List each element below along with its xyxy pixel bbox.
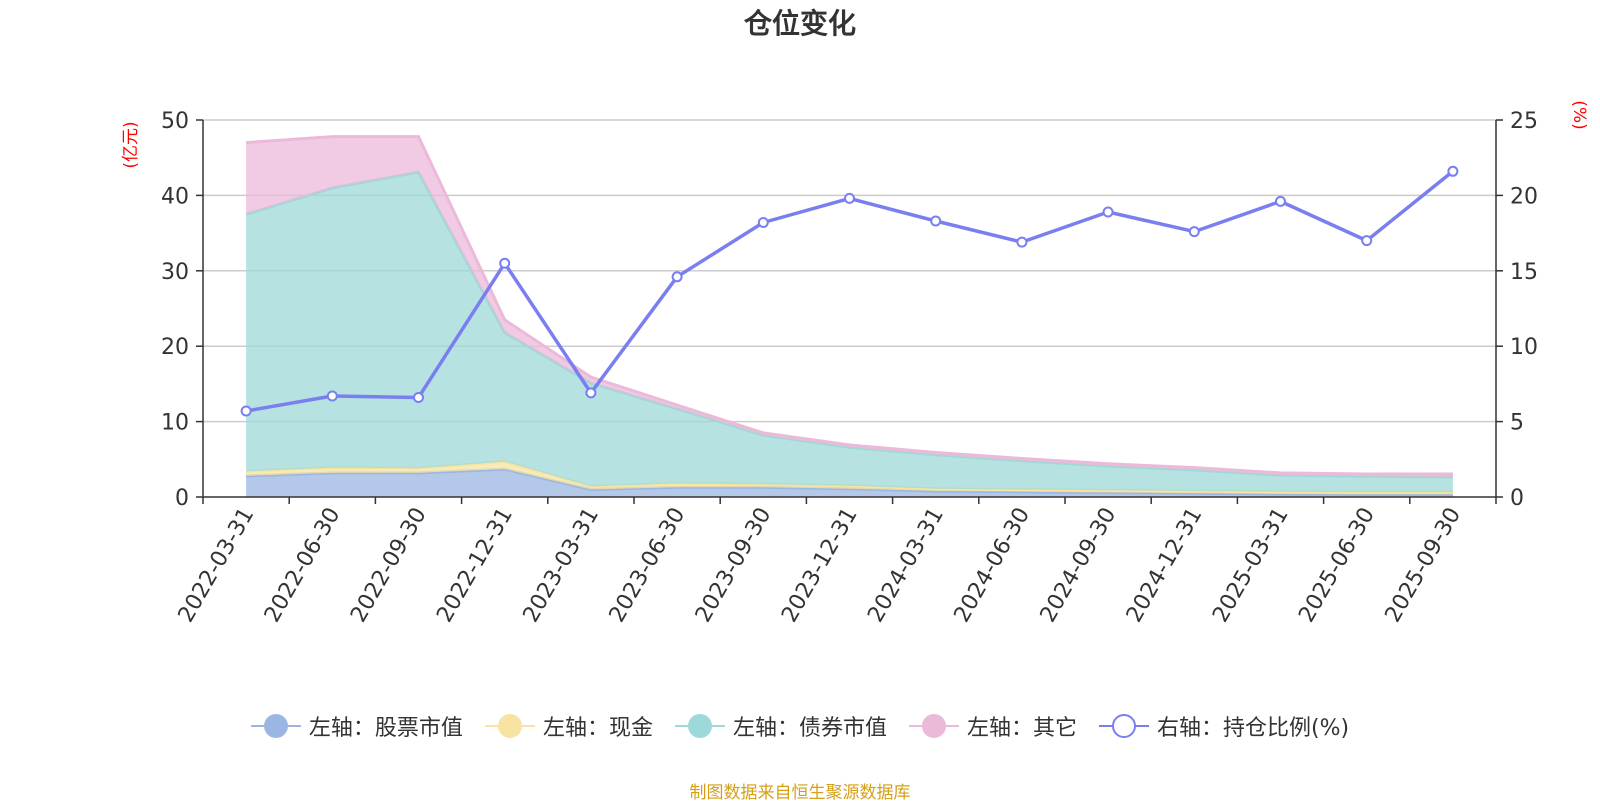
ratio-point [413,392,424,403]
x-tick-label: 2024-03-31 [863,503,949,626]
ratio-point [240,405,252,417]
left-tick-label: 20 [161,335,189,360]
area-bond-value [246,172,1453,493]
ratio-point [844,192,855,204]
data-source-note: 制图数据来自恒生聚源数据库 [689,783,911,803]
x-tick-label: 2023-09-30 [691,504,777,627]
legend-marker-ratio [1098,711,1149,741]
ratio-point [1275,195,1286,207]
right-tick-label: 15 [1510,260,1538,285]
legend-marker-cash [484,711,535,741]
legend-marker-stock [250,711,301,741]
legend-marker-other [908,711,959,741]
x-tick-label: 2023-03-31 [519,504,605,627]
stacked-areas [245,135,1453,497]
ratio-point [671,271,683,283]
ratio-point [326,390,338,402]
legend-label-other: 左轴：其它 [966,716,1077,741]
ratio-point [1361,235,1373,247]
legend: 左轴：股票市值 左轴：现金 左轴：债券市值 左轴：其它 右轴：持仓比例(%) [0,708,1600,744]
axes [202,120,1497,498]
x-tick-label: 2024-12-31 [1122,504,1208,627]
right-tick-label: 5 [1510,411,1524,436]
x-tick-label: 2024-06-30 [950,504,1036,627]
x-tick-label: 2025-09-30 [1381,504,1467,627]
legend-label-ratio: 右轴：持仓比例(%) [1156,716,1350,741]
ratio-point [757,217,769,228]
ratio-point [1102,206,1114,218]
ratio-point [1016,236,1028,248]
x-tick-label: 2023-06-30 [605,504,691,627]
x-tick-label: 2024-09-30 [1036,504,1122,627]
x-tick-label: 2022-09-30 [346,504,432,627]
right-tick-label: 0 [1510,486,1524,511]
x-tick-label: 2022-06-30 [260,504,346,627]
left-tick-label: 40 [161,184,189,209]
legend-label-stock: 左轴：股票市值 [308,716,463,741]
area-stock-value [246,469,1453,497]
legend-label-bond: 左轴：债券市值 [732,716,887,741]
left-tick-label: 30 [161,260,189,285]
ratio-point [1447,165,1459,177]
x-tick-label: 2025-06-30 [1294,504,1380,627]
chart-title: 仓位变化 [744,7,856,40]
right-tick-label: 25 [1510,109,1538,134]
x-tick-label: 2022-03-31 [174,504,260,627]
left-tick-label: 10 [161,411,189,436]
ratio-point [585,387,597,399]
left-tick-label: 50 [161,109,189,134]
area-other [246,136,1453,477]
x-tick-label: 2022-12-31 [432,504,518,627]
legend-item-cash[interactable]: 左轴：现金 [484,710,653,742]
left-axis-ticks: 0 10 20 30 40 50 [161,109,203,511]
legend-marker-bond [674,711,725,741]
area-cash [246,461,1453,495]
x-tick-label: 2023-12-31 [777,504,863,627]
left-axis-unit: (亿元) [121,121,141,168]
legend-item-ratio[interactable]: 右轴：持仓比例(%) [1098,710,1350,742]
holding-ratio-line [240,165,1459,417]
ratio-point [930,215,942,227]
x-tick-label: 2025-03-31 [1208,504,1294,627]
right-tick-label: 10 [1510,335,1538,360]
ratio-point [499,257,511,269]
x-axis-ticks: 2022-03-31 2022-06-30 2022-09-30 2022-12-31… [174,497,1497,627]
legend-item-other[interactable]: 左轴：其它 [908,710,1077,742]
legend-label-cash: 左轴：现金 [542,716,653,741]
right-axis-unit: (%) [1569,100,1589,129]
legend-item-bond[interactable]: 左轴：债券市值 [674,710,887,742]
ratio-point [1188,226,1200,238]
right-axis-ticks: 0 5 10 15 20 25 [1496,109,1538,511]
area-other-edge [245,135,1453,476]
left-tick-label: 0 [175,486,189,511]
right-tick-label: 20 [1510,184,1538,209]
legend-item-stock[interactable]: 左轴：股票市值 [250,710,463,742]
